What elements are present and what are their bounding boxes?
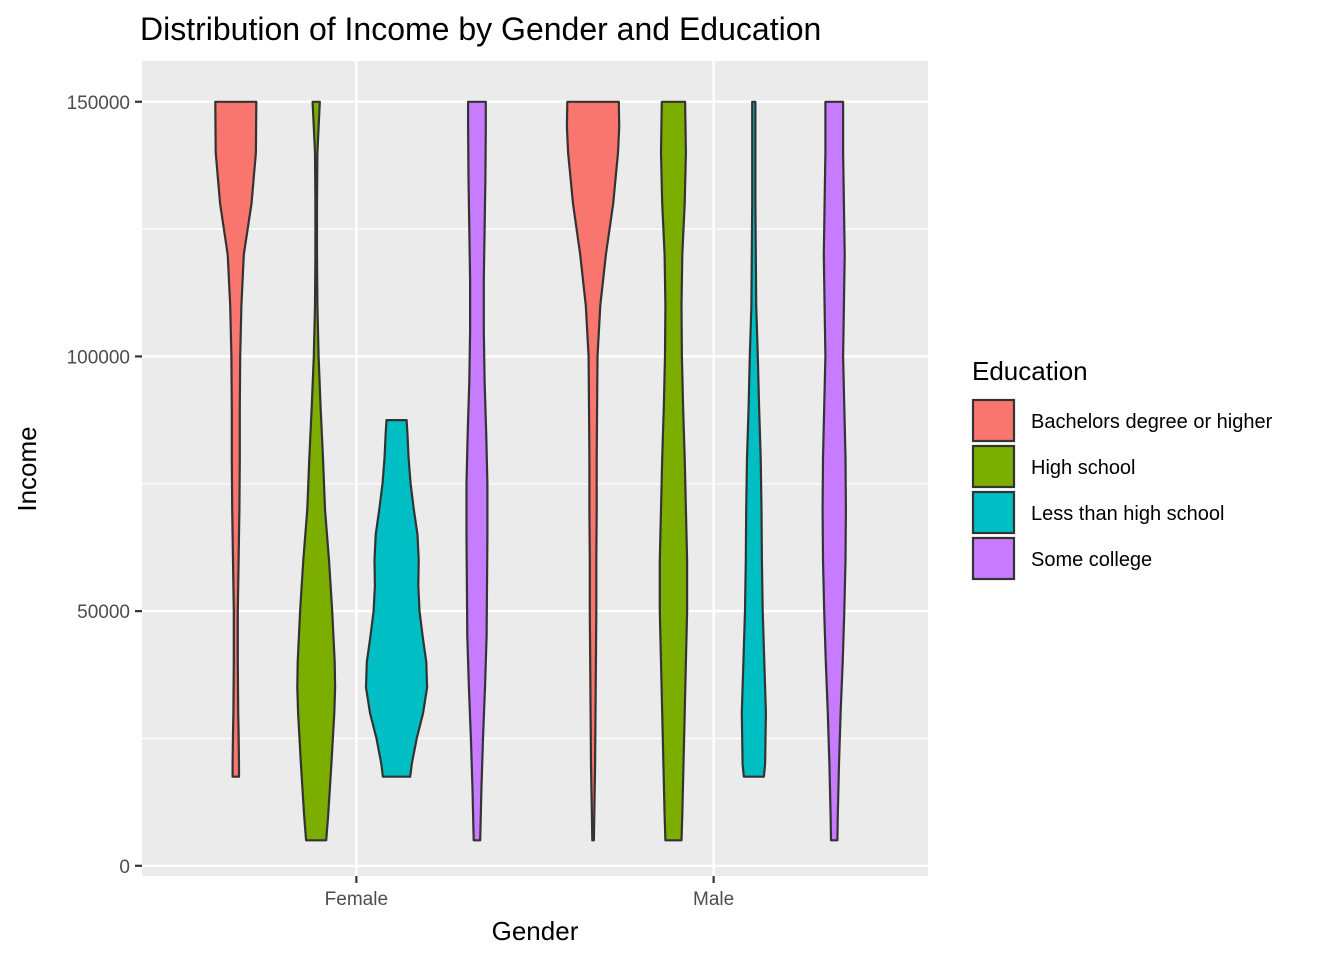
violin-bachelors-degree-or-higher-male [565,100,621,842]
x-tick-label: Female [325,889,388,910]
violin-high-school-female [296,100,337,842]
legend-swatch [971,536,1016,581]
legend-title: Education [972,356,1088,386]
x-axis: Female Male [325,876,734,910]
legend-label: High school [1031,457,1136,479]
violin-some-college-female [465,100,489,842]
y-tick-label: 50000 [77,602,130,623]
violins [214,100,847,842]
legend-swatch [971,490,1016,535]
legend: Education Bachelors degree or higher High… [971,356,1273,581]
y-tick-label: 150000 [67,93,130,114]
legend-label: Bachelors degree or higher [1031,411,1273,433]
violin-bachelors-degree-or-higher-female [214,100,258,778]
legend-swatch [971,398,1016,443]
x-axis-title: Gender [492,916,579,946]
chart-title: Distribution of Income by Gender and Edu… [140,11,821,47]
grid-major [142,61,928,876]
y-axis-title: Income [12,426,42,511]
y-axis: 0 50000 100000 150000 [67,93,142,878]
violin-some-college-male [821,100,847,842]
violin-high-school-male [658,100,689,842]
grid-minor [142,228,928,740]
y-tick-label: 0 [119,857,130,878]
violin-less-than-high-school-female [364,419,429,778]
legend-items: Bachelors degree or higher High school Les… [971,398,1273,581]
violin-less-than-high-school-male [740,100,767,778]
legend-label: Some college [1031,549,1152,571]
y-tick-label: 100000 [67,347,130,368]
legend-label: Less than high school [1031,503,1224,525]
x-tick-label: Male [693,889,734,910]
legend-swatch [971,444,1016,489]
plot-panel [142,61,928,876]
